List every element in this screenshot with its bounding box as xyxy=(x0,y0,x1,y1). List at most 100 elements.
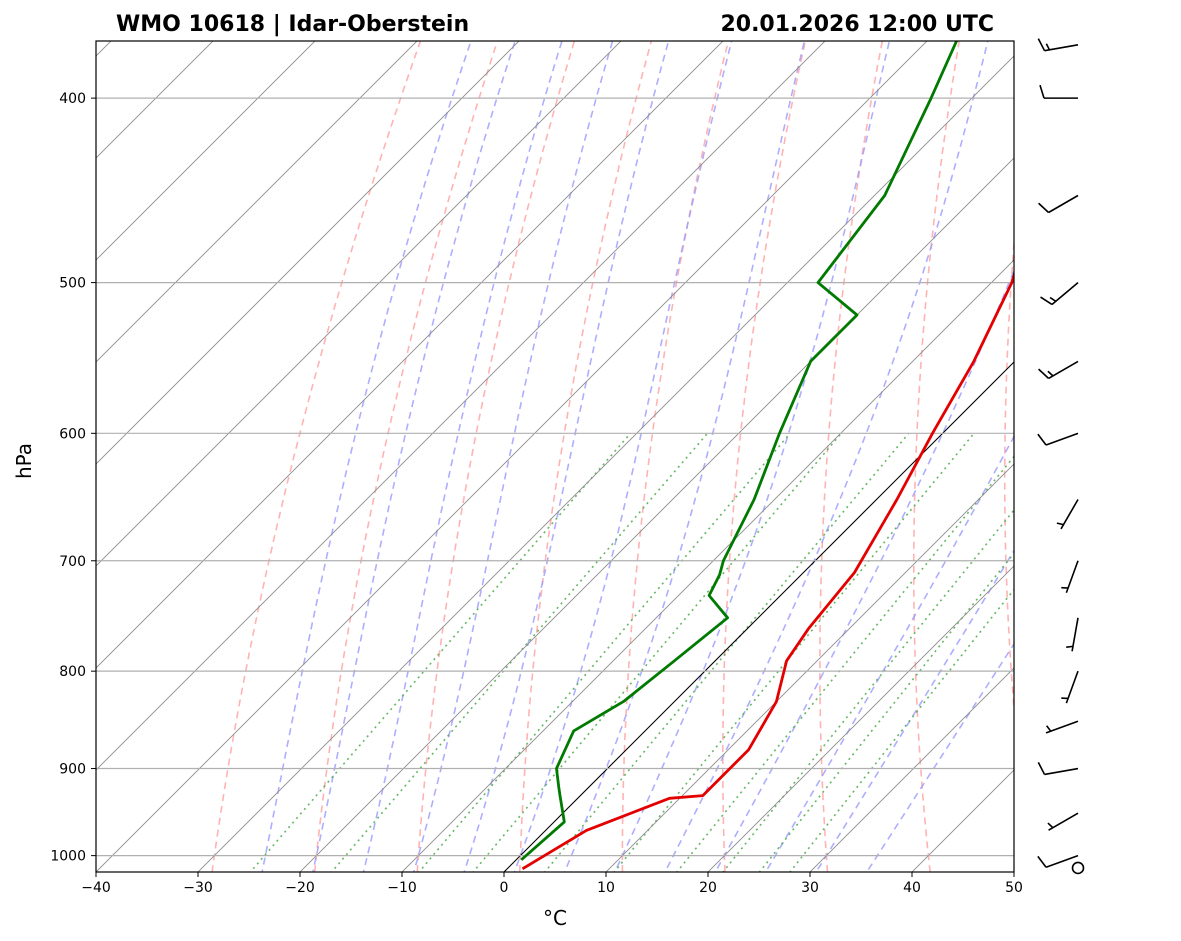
moist-adiabat xyxy=(261,41,472,872)
x-tick-label: 10 xyxy=(597,880,615,896)
mixing-ratio-line xyxy=(543,432,910,872)
barb-staff xyxy=(1045,854,1079,869)
moist-adiabat xyxy=(815,549,1014,872)
barb-staff xyxy=(1065,670,1079,704)
barb-staff xyxy=(1045,720,1079,734)
station-title: WMO 10618 | Idar-Oberstein xyxy=(116,12,469,37)
moist-adiabat xyxy=(312,41,516,872)
wind-barb xyxy=(1045,720,1079,734)
isotherm xyxy=(96,41,928,872)
profile-lines xyxy=(520,41,1014,870)
barb-full xyxy=(1039,84,1045,99)
barb-full xyxy=(1040,296,1053,306)
calm-circle xyxy=(1071,861,1085,875)
dry-adiabat xyxy=(621,41,730,872)
wind-barb xyxy=(1037,432,1079,446)
isotherm xyxy=(96,41,622,567)
axes: −40 −30 −20 −10 0 10 20 30 40 50 1000 900 800 700 600 5… xyxy=(50,91,1023,896)
y-axis-label: hPa xyxy=(12,443,36,479)
isotherm xyxy=(401,259,1014,872)
moist-adiabat xyxy=(613,41,891,872)
isotherm xyxy=(96,41,418,363)
y-tick-label: 1000 xyxy=(50,849,86,865)
moist-adiabat xyxy=(463,41,670,872)
x-tick-label: −10 xyxy=(387,880,417,896)
mixing-ratio-line xyxy=(788,588,1014,872)
barb-full xyxy=(1037,761,1046,775)
mixing-ratio-line xyxy=(472,432,842,872)
dry-adiabat xyxy=(416,41,576,872)
isotherm xyxy=(0,0,936,896)
barb-full xyxy=(1037,433,1047,446)
isotherm xyxy=(96,41,316,261)
wind-barb xyxy=(1040,281,1079,306)
y-tick-label: 400 xyxy=(59,91,86,107)
barb-half xyxy=(1047,370,1054,377)
wind-barb xyxy=(1038,194,1079,214)
wind-barb xyxy=(1037,761,1079,776)
isotherm xyxy=(96,41,724,669)
wind-barb xyxy=(1037,854,1079,869)
wind-barb xyxy=(1038,360,1079,380)
dry-adiabat xyxy=(518,41,653,872)
wind-barb xyxy=(1056,499,1079,530)
wind-barb xyxy=(1066,617,1079,652)
barb-staff xyxy=(1051,281,1079,306)
x-tick-label: −30 xyxy=(183,880,213,896)
zero-isotherm xyxy=(503,361,1014,872)
mixing-ratio-line xyxy=(249,432,632,872)
y-tick-label: 900 xyxy=(59,762,86,778)
barb-half xyxy=(1056,522,1064,526)
isotherm xyxy=(0,0,1038,896)
moist-adiabat xyxy=(865,642,1014,872)
moist-adiabat xyxy=(513,41,733,872)
y-tick-label: 600 xyxy=(59,426,86,442)
isotherm xyxy=(911,769,1014,872)
isotherm xyxy=(707,565,1014,872)
isotherm xyxy=(1092,0,1181,896)
moist-adiabat xyxy=(413,41,614,872)
barb-staff xyxy=(1048,812,1079,831)
barb-full xyxy=(1037,38,1046,52)
x-tick-label: 50 xyxy=(1005,880,1023,896)
mixing-ratio-line xyxy=(721,508,1014,872)
barb-staff xyxy=(1048,360,1079,380)
isotherm xyxy=(96,41,520,465)
mixing-ratio-line xyxy=(330,432,709,872)
isotherm xyxy=(96,41,826,771)
isotherm xyxy=(197,55,1014,872)
x-tick-label: 40 xyxy=(903,880,921,896)
barb-staff xyxy=(1065,560,1079,593)
isotherm xyxy=(96,41,214,159)
barb-staff xyxy=(1045,432,1079,446)
x-axis-label: °C xyxy=(543,906,567,930)
wind-barb xyxy=(1037,38,1079,52)
mixing-ratio-line xyxy=(675,455,1014,872)
x-tick-label: 30 xyxy=(801,880,819,896)
barb-half xyxy=(1046,725,1052,732)
wind-barbs xyxy=(1037,38,1085,875)
barb-half xyxy=(1049,296,1057,302)
barb-full xyxy=(1038,202,1050,214)
mixing-ratio-line xyxy=(758,551,1014,872)
mixing-ratio-line xyxy=(613,432,975,872)
barb-half xyxy=(1045,43,1051,51)
isotherm xyxy=(605,463,1014,872)
moist-adiabat xyxy=(714,268,1014,872)
wind-barb xyxy=(1061,670,1079,704)
valid-time: 20.01.2026 12:00 UTC xyxy=(720,12,994,37)
isotherm xyxy=(0,0,1140,896)
barb-staff xyxy=(1048,194,1079,214)
dry-adiabat xyxy=(1003,233,1014,717)
moist-adiabat xyxy=(764,434,1014,872)
wind-barb xyxy=(1071,861,1085,875)
dry-adiabat xyxy=(211,41,422,872)
isotherm xyxy=(809,667,1014,872)
barb-half xyxy=(1066,645,1074,648)
dry-adiabat xyxy=(913,41,961,872)
plot-frame xyxy=(95,40,1015,873)
wind-barb xyxy=(1061,560,1079,593)
barb-half xyxy=(1047,822,1054,829)
barb-full xyxy=(1038,368,1050,379)
